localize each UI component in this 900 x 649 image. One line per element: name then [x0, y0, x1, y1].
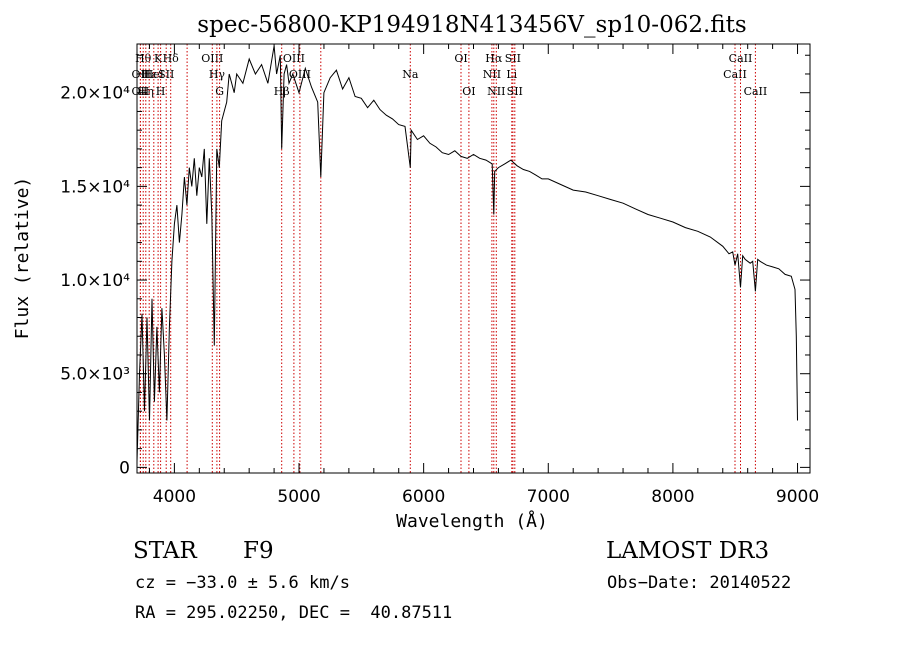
spectrum-layer	[136, 45, 798, 462]
line-label-1: OII	[132, 68, 150, 81]
object-class: STAR	[133, 538, 197, 564]
obs-date: Obs−Date: 20140522	[607, 573, 792, 593]
x-tick-label-5: 9000	[776, 487, 819, 507]
line-label-9: Hδ	[163, 52, 180, 65]
line-label-6: K	[154, 52, 163, 65]
line-label-2: OII	[132, 85, 150, 98]
y-tick-label-4: 2.0×10⁴	[60, 84, 130, 104]
line-label-4: Hε	[142, 68, 158, 81]
line-label-13: G	[215, 85, 224, 98]
y-tick-label-0: 0	[119, 458, 130, 478]
line-label-14: Hβ	[274, 85, 290, 98]
y-tick-label-3: 1.5×10⁴	[60, 177, 130, 197]
x-axis: 4000 5000 6000 7000 8000 9000	[148, 44, 819, 507]
line-label-22: Hα	[485, 52, 503, 65]
ra-dec: RA = 295.02250, DEC = 40.87511	[135, 603, 453, 623]
line-label-25: SII	[505, 52, 521, 65]
line-label-20: OI	[462, 85, 475, 98]
line-label-23: NII	[487, 85, 505, 98]
line-label-11: OIII	[201, 52, 223, 65]
chart-title: spec-56800-KP194918N413456V_sp10-062.fit…	[197, 12, 746, 38]
y-axis-label: Flux (relative)	[12, 177, 33, 340]
y-tick-label-1: 5.0×10³	[60, 365, 130, 385]
line-label-29: CaII	[744, 85, 768, 98]
line-label-8: SII	[158, 68, 174, 81]
x-tick-label-3: 7000	[527, 487, 570, 507]
x-tick-label-1: 5000	[277, 487, 320, 507]
object-subclass: F9	[243, 538, 274, 564]
x-tick-label-0: 4000	[153, 487, 196, 507]
line-label-28: CaII	[729, 52, 753, 65]
line-label-15: OIII	[283, 52, 305, 65]
line-label-24: Li	[506, 68, 517, 81]
line-label-18: Na	[402, 68, 419, 81]
line-label-19: OI	[454, 52, 467, 65]
line-label-26: SII	[507, 85, 523, 98]
series-spectrum	[136, 45, 798, 462]
line-label-7: H	[156, 85, 166, 98]
x-tick-label-4: 8000	[651, 487, 694, 507]
y-axis: 0 5.0×10³ 1.0×10⁴ 1.5×10⁴ 2.0×10⁴	[60, 54, 810, 478]
line-label-3: Hη	[138, 85, 154, 98]
line-label-21: NII	[483, 68, 501, 81]
plot-frame	[136, 43, 811, 474]
line-label-5: HeI	[144, 68, 164, 81]
y-tick-label-2: 1.0×10⁴	[60, 271, 130, 291]
x-axis-label: Wavelength (Å)	[396, 510, 548, 532]
survey-name: LAMOST DR3	[606, 538, 770, 564]
redshift-cz: cz = −33.0 ± 5.6 km/s	[135, 573, 350, 593]
x-tick-label-2: 6000	[402, 487, 445, 507]
line-label-12: Hγ	[209, 68, 226, 81]
line-label-27: CaII	[723, 68, 747, 81]
